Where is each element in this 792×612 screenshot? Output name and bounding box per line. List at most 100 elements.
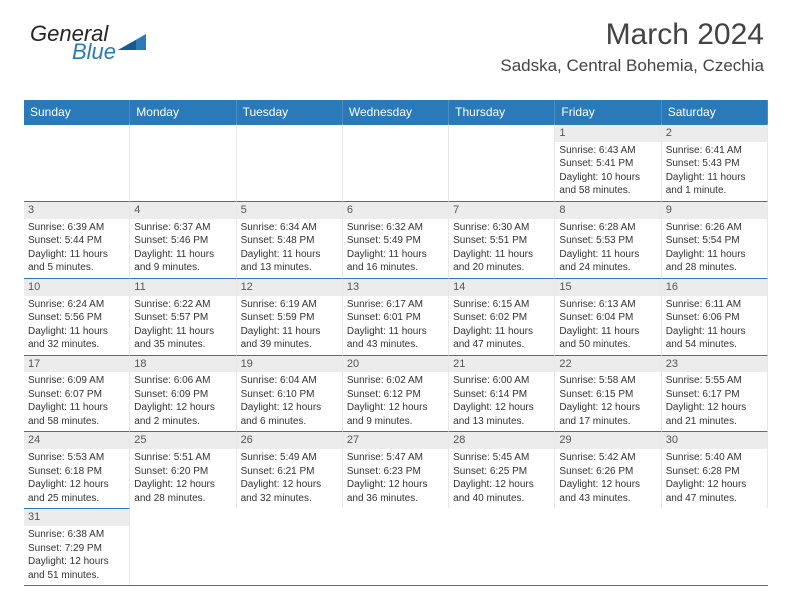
sunset-text: Sunset: 6:01 PM	[347, 311, 444, 325]
sunrise-text: Sunrise: 6:11 AM	[666, 298, 763, 312]
blank-cell	[449, 124, 555, 201]
sunset-text: Sunset: 6:07 PM	[28, 388, 125, 402]
blank-cell	[343, 124, 449, 201]
day-header: Friday	[555, 100, 661, 124]
daylight-text: Daylight: 12 hours and 36 minutes.	[347, 478, 444, 505]
day-cell: 6 Sunrise: 6:32 AMSunset: 5:49 PMDaylight…	[343, 201, 449, 278]
daylight-text: Daylight: 11 hours and 16 minutes.	[347, 248, 444, 275]
daylight-text: Daylight: 11 hours and 1 minute.	[666, 171, 763, 198]
day-cell: 30Sunrise: 5:40 AMSunset: 6:28 PMDayligh…	[662, 431, 768, 508]
day-cell: 3Sunrise: 6:39 AMSunset: 5:44 PMDaylight…	[24, 201, 130, 278]
sunrise-text: Sunrise: 6:09 AM	[28, 374, 125, 388]
sunrise-text: Sunrise: 6:43 AM	[559, 144, 656, 158]
sunrise-text: Sunrise: 5:40 AM	[666, 451, 763, 465]
day-cell: 26Sunrise: 5:49 AMSunset: 6:21 PMDayligh…	[237, 431, 343, 508]
sunset-text: Sunset: 6:06 PM	[666, 311, 763, 325]
daylight-text: Daylight: 11 hours and 50 minutes.	[559, 325, 656, 352]
day-cell: 18Sunrise: 6:06 AMSunset: 6:09 PMDayligh…	[130, 355, 236, 432]
daylight-text: Daylight: 12 hours and 28 minutes.	[134, 478, 231, 505]
sunset-text: Sunset: 5:54 PM	[666, 234, 763, 248]
day-cell: 29Sunrise: 5:42 AMSunset: 6:26 PMDayligh…	[555, 431, 661, 508]
day-cell: 1Sunrise: 6:43 AMSunset: 5:41 PMDaylight…	[555, 124, 661, 201]
day-header: Saturday	[662, 100, 768, 124]
sunset-text: Sunset: 5:53 PM	[559, 234, 656, 248]
day-number: 24	[24, 432, 129, 449]
sunset-text: Sunset: 5:59 PM	[241, 311, 338, 325]
daylight-text: Daylight: 11 hours and 32 minutes.	[28, 325, 125, 352]
sunrise-text: Sunrise: 5:55 AM	[666, 374, 763, 388]
sunset-text: Sunset: 5:49 PM	[347, 234, 444, 248]
sunrise-text: Sunrise: 6:38 AM	[28, 528, 125, 542]
day-header: Monday	[130, 100, 236, 124]
daylight-text: Daylight: 11 hours and 28 minutes.	[666, 248, 763, 275]
daylight-text: Daylight: 11 hours and 54 minutes.	[666, 325, 763, 352]
daylight-text: Daylight: 11 hours and 5 minutes.	[28, 248, 125, 275]
day-cell: 12Sunrise: 6:19 AMSunset: 5:59 PMDayligh…	[237, 278, 343, 355]
day-cell: 2Sunrise: 6:41 AMSunset: 5:43 PMDaylight…	[662, 124, 768, 201]
day-number: 25	[130, 432, 235, 449]
page-title: March 2024	[500, 18, 764, 52]
sunset-text: Sunset: 6:17 PM	[666, 388, 763, 402]
daylight-text: Daylight: 12 hours and 2 minutes.	[134, 401, 231, 428]
sunrise-text: Sunrise: 6:41 AM	[666, 144, 763, 158]
daylight-text: Daylight: 12 hours and 51 minutes.	[28, 555, 125, 582]
day-number: 14	[449, 279, 554, 296]
day-number: 1	[555, 125, 660, 142]
day-cell: 25Sunrise: 5:51 AMSunset: 6:20 PMDayligh…	[130, 431, 236, 508]
day-number: 12	[237, 279, 342, 296]
daylight-text: Daylight: 12 hours and 32 minutes.	[241, 478, 338, 505]
sunset-text: Sunset: 6:26 PM	[559, 465, 656, 479]
day-number: 31	[24, 509, 129, 526]
sunrise-text: Sunrise: 6:26 AM	[666, 221, 763, 235]
day-number: 10	[24, 279, 129, 296]
blank-cell	[24, 124, 130, 201]
sunset-text: Sunset: 7:29 PM	[28, 542, 125, 556]
sunrise-text: Sunrise: 6:32 AM	[347, 221, 444, 235]
sunset-text: Sunset: 6:15 PM	[559, 388, 656, 402]
day-cell: 13Sunrise: 6:17 AMSunset: 6:01 PMDayligh…	[343, 278, 449, 355]
daylight-text: Daylight: 12 hours and 25 minutes.	[28, 478, 125, 505]
blank-cell	[237, 124, 343, 201]
sunrise-text: Sunrise: 6:19 AM	[241, 298, 338, 312]
day-header: Sunday	[24, 100, 130, 124]
sunrise-text: Sunrise: 5:53 AM	[28, 451, 125, 465]
day-number: 6	[343, 202, 448, 219]
sunset-text: Sunset: 6:09 PM	[134, 388, 231, 402]
day-number: 3	[24, 202, 129, 219]
daylight-text: Daylight: 11 hours and 20 minutes.	[453, 248, 550, 275]
day-cell: 31 Sunrise: 6:38 AMSunset: 7:29 PMDayligh…	[24, 508, 130, 585]
sunrise-text: Sunrise: 6:15 AM	[453, 298, 550, 312]
day-cell: 23Sunrise: 5:55 AMSunset: 6:17 PMDayligh…	[662, 355, 768, 432]
sunrise-text: Sunrise: 6:34 AM	[241, 221, 338, 235]
sunset-text: Sunset: 5:48 PM	[241, 234, 338, 248]
logo-triangle-icon	[118, 34, 146, 54]
day-number: 26	[237, 432, 342, 449]
logo-blue: Blue	[72, 42, 116, 62]
day-cell: 24Sunrise: 5:53 AMSunset: 6:18 PMDayligh…	[24, 431, 130, 508]
daylight-text: Daylight: 12 hours and 40 minutes.	[453, 478, 550, 505]
sunrise-text: Sunrise: 6:02 AM	[347, 374, 444, 388]
daylight-text: Daylight: 11 hours and 47 minutes.	[453, 325, 550, 352]
day-number: 22	[555, 356, 660, 373]
day-number: 23	[662, 356, 767, 373]
sunrise-text: Sunrise: 6:17 AM	[347, 298, 444, 312]
day-number: 7	[449, 202, 554, 219]
daylight-text: Daylight: 11 hours and 9 minutes.	[134, 248, 231, 275]
header: March 2024 Sadska, Central Bohemia, Czec…	[500, 18, 764, 76]
sunset-text: Sunset: 5:46 PM	[134, 234, 231, 248]
day-number: 4	[130, 202, 235, 219]
sunset-text: Sunset: 5:56 PM	[28, 311, 125, 325]
sunset-text: Sunset: 5:51 PM	[453, 234, 550, 248]
day-cell: 21Sunrise: 6:00 AMSunset: 6:14 PMDayligh…	[449, 355, 555, 432]
sunrise-text: Sunrise: 6:13 AM	[559, 298, 656, 312]
day-number: 2	[662, 125, 767, 142]
daylight-text: Daylight: 11 hours and 58 minutes.	[28, 401, 125, 428]
sunrise-text: Sunrise: 6:06 AM	[134, 374, 231, 388]
daylight-text: Daylight: 12 hours and 17 minutes.	[559, 401, 656, 428]
sunrise-text: Sunrise: 5:49 AM	[241, 451, 338, 465]
day-cell: 17Sunrise: 6:09 AMSunset: 6:07 PMDayligh…	[24, 355, 130, 432]
day-cell: 9Sunrise: 6:26 AMSunset: 5:54 PMDaylight…	[662, 201, 768, 278]
daylight-text: Daylight: 12 hours and 9 minutes.	[347, 401, 444, 428]
sunset-text: Sunset: 6:28 PM	[666, 465, 763, 479]
day-cell: 28Sunrise: 5:45 AMSunset: 6:25 PMDayligh…	[449, 431, 555, 508]
